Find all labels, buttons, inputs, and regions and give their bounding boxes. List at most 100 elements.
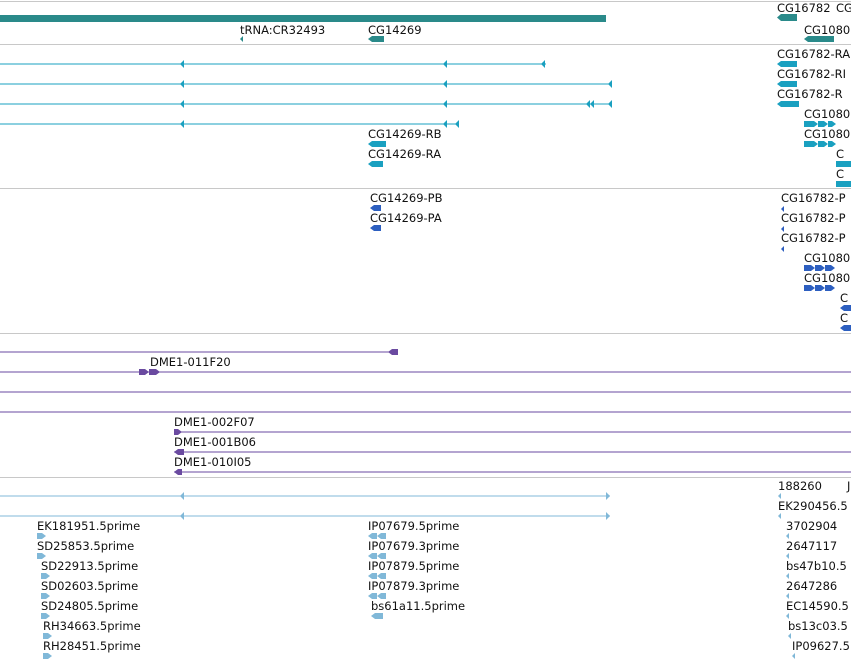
gene-bar xyxy=(0,15,606,22)
est-glyph xyxy=(41,613,50,619)
strand-arrow xyxy=(443,60,447,68)
gene-label[interactable]: CG16782 xyxy=(777,1,831,15)
est-label[interactable]: EK181951.5prime xyxy=(37,519,141,533)
est-label[interactable]: 2647117 xyxy=(786,539,838,553)
est-glyph xyxy=(377,553,386,559)
transcript-label[interactable]: CG16782-RI xyxy=(777,67,847,81)
est-glyph xyxy=(786,613,789,619)
transcript-label[interactable]: CG14269-RB xyxy=(368,127,442,141)
est-label[interactable]: IP07879.5prime xyxy=(368,559,460,573)
transcript-label[interactable]: CG1080 xyxy=(804,127,851,141)
est-glyph xyxy=(41,573,50,579)
track-separator xyxy=(0,44,851,45)
protein-label[interactable]: C xyxy=(840,291,849,305)
transcript-exon xyxy=(818,141,828,147)
strand-arrow xyxy=(608,100,612,108)
transcript-exon xyxy=(777,101,799,107)
est-label[interactable]: 3702904 xyxy=(786,519,838,533)
est-label[interactable]: RH34663.5prime xyxy=(43,619,141,633)
gene-label[interactable]: CG xyxy=(836,1,851,15)
gene-label[interactable]: CG1080 xyxy=(804,23,851,37)
est-label[interactable]: EC14590.5 xyxy=(786,599,849,613)
est-glyph xyxy=(786,593,789,599)
protein-label[interactable]: CG14269-PA xyxy=(370,211,442,225)
clone-end xyxy=(388,349,398,355)
strand-arrow xyxy=(180,80,184,88)
clone-label[interactable]: DME1-001B06 xyxy=(174,435,256,449)
est-label[interactable]: SD02603.5prime xyxy=(41,579,139,593)
strand-arrow xyxy=(606,512,610,520)
est-label[interactable]: EK290456.5 xyxy=(778,499,848,513)
protein-glyph xyxy=(840,325,851,331)
protein-label[interactable]: CG16782-P xyxy=(781,231,846,245)
est-label[interactable]: bs13c03.5 xyxy=(788,619,848,633)
transcript-label[interactable]: CG16782-RA xyxy=(777,47,851,61)
est-glyph xyxy=(368,533,377,539)
protein-label[interactable]: CG16782-P xyxy=(781,211,846,225)
est-label[interactable]: bs61a11.5prime xyxy=(371,599,466,613)
protein-glyph xyxy=(370,205,381,211)
track-separator xyxy=(0,333,851,334)
protein-label[interactable]: C xyxy=(840,311,849,325)
est-glyph xyxy=(377,533,386,539)
protein-glyph xyxy=(781,206,784,212)
est-glyph xyxy=(37,553,46,559)
protein-glyph xyxy=(815,285,825,291)
clone-label[interactable]: DME1-002F07 xyxy=(174,415,255,429)
transcript-label[interactable]: CG14269-RA xyxy=(368,147,442,161)
est-label[interactable]: 188260 xyxy=(778,479,822,493)
transcript-exon xyxy=(777,61,797,67)
protein-label[interactable]: CG1080 xyxy=(804,271,851,285)
track-separator xyxy=(0,1,851,2)
transcript-exon xyxy=(368,161,383,167)
transcript-label[interactable]: C xyxy=(836,167,845,181)
transcript-exon xyxy=(836,161,851,167)
track-separator xyxy=(0,477,851,478)
est-glyph xyxy=(792,653,795,659)
strand-arrow xyxy=(443,80,447,88)
est-label[interactable]: IP09627.5 xyxy=(792,639,850,653)
est-label[interactable]: SD22913.5prime xyxy=(41,559,139,573)
transcript-exon xyxy=(828,141,836,147)
est-label[interactable]: bs47b10.5 xyxy=(786,559,847,573)
est-glyph xyxy=(41,593,50,599)
transcript-label[interactable]: CG16782-R xyxy=(777,87,843,101)
est-glyph xyxy=(786,533,789,539)
protein-glyph xyxy=(815,265,825,271)
est-label[interactable]: SD24805.5prime xyxy=(41,599,139,613)
transcript-label[interactable]: CG1080 xyxy=(804,107,851,121)
clone-label[interactable]: DME1-010I05 xyxy=(174,455,252,469)
transcript-exon xyxy=(804,121,818,127)
est-glyph xyxy=(778,513,781,519)
est-glyph xyxy=(778,493,781,499)
est-label[interactable]: 2647286 xyxy=(786,579,838,593)
gene-label[interactable]: CG14269 xyxy=(368,23,422,37)
clone-end xyxy=(174,469,182,475)
est-glyph xyxy=(371,613,383,619)
est-label[interactable]: SD25853.5prime xyxy=(37,539,135,553)
protein-label[interactable]: CG14269-PB xyxy=(370,191,443,205)
protein-label[interactable]: CG1080 xyxy=(804,251,851,265)
protein-glyph xyxy=(825,285,835,291)
est-glyph xyxy=(786,573,789,579)
transcript-label[interactable]: C xyxy=(836,147,845,161)
est-label[interactable]: RH28451.5prime xyxy=(43,639,141,653)
est-glyph xyxy=(368,553,377,559)
est-label[interactable]: IP07679.3prime xyxy=(368,539,460,553)
transcript-exon xyxy=(818,121,828,127)
est-label[interactable]: IP07679.5prime xyxy=(368,519,460,533)
strand-arrow xyxy=(590,100,594,108)
protein-label[interactable]: CG16782-P xyxy=(781,191,846,205)
est-label[interactable]: IP07879.3prime xyxy=(368,579,460,593)
gene-label[interactable]: tRNA:CR32493 xyxy=(240,23,326,37)
strand-arrow xyxy=(180,512,184,520)
clone-end xyxy=(174,429,182,435)
track-separator xyxy=(0,188,851,189)
est-glyph xyxy=(377,573,386,579)
transcript-exon xyxy=(777,81,797,87)
strand-arrow xyxy=(608,80,612,88)
est-label[interactable]: J xyxy=(847,479,851,493)
gene-glyph xyxy=(368,36,384,42)
clone-label[interactable]: DME1-011F20 xyxy=(150,355,231,369)
protein-glyph xyxy=(781,246,784,252)
